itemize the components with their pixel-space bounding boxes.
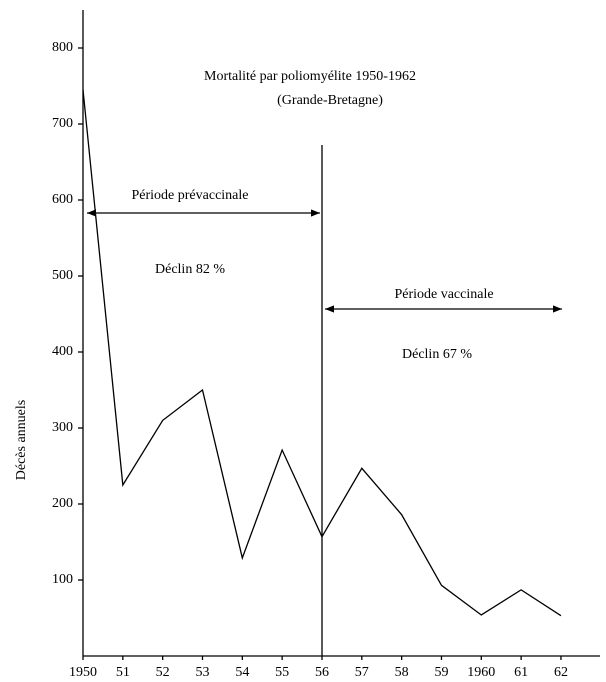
x-tick-label: 58 (395, 665, 409, 680)
x-tick-label: 56 (315, 665, 329, 680)
x-tick-label: 54 (235, 665, 249, 680)
y-tick-label: 400 (52, 344, 73, 359)
x-tick-label: 53 (195, 665, 209, 680)
x-tick-label: 1960 (467, 665, 495, 680)
chart-subtitle: (Grande-Bretagne) (277, 93, 383, 108)
chart-title: Mortalité par poliomyélite 1950-1962 (204, 69, 416, 84)
x-tick-label: 62 (554, 665, 568, 680)
annotation: Déclin 82 % (155, 262, 225, 277)
y-tick-label: 200 (52, 496, 73, 511)
annotation: Déclin 67 % (402, 347, 472, 362)
y-tick-label: 100 (52, 572, 73, 587)
x-tick-label: 59 (434, 665, 448, 680)
annotation: Période prévaccinale (132, 188, 249, 203)
y-tick-label: 700 (52, 116, 73, 131)
x-tick-label: 52 (156, 665, 170, 680)
x-tick-label: 55 (275, 665, 289, 680)
x-tick-label: 61 (514, 665, 528, 680)
y-tick-label: 800 (52, 40, 73, 55)
y-tick-label: 600 (52, 192, 73, 207)
x-tick-label: 1950 (69, 665, 97, 680)
y-tick-label: 500 (52, 268, 73, 283)
y-axis-label: Décès annuels (14, 400, 29, 480)
x-tick-label: 51 (116, 665, 130, 680)
x-tick-label: 57 (355, 665, 369, 680)
annotation: Période vaccinale (394, 287, 493, 302)
y-tick-label: 300 (52, 420, 73, 435)
data-line (82, 89, 562, 617)
